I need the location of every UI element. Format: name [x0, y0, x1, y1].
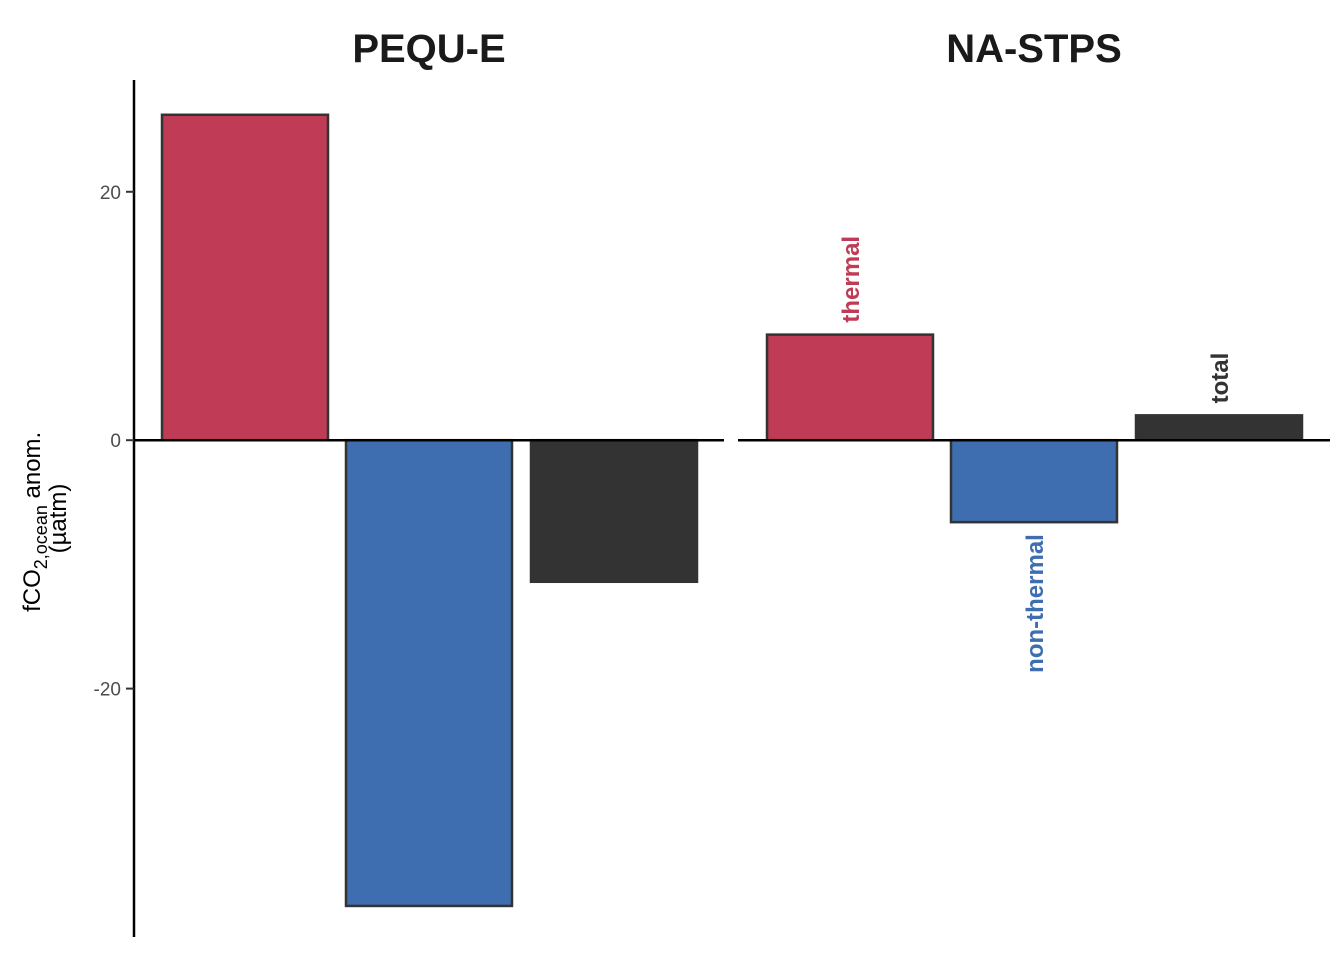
bar-total — [1134, 414, 1304, 442]
panel-pequ-e: PEQU-E — [134, 27, 724, 908]
bar-label-total: total — [1207, 353, 1234, 404]
y-axis: 20 0 -20 — [94, 80, 136, 937]
panel-title: NA-STPS — [946, 27, 1122, 71]
bar-non-thermal — [949, 438, 1119, 524]
y-axis-title-subscript: 2,ocean — [31, 505, 51, 569]
y-axis-title: fCO2,ocean anom. (µatm) — [19, 425, 72, 612]
y-tick-label: -20 — [94, 680, 121, 701]
y-axis-title-suffix: anom. — [19, 432, 46, 505]
y-axis-title-line2: (µatm) — [45, 484, 72, 554]
bar-label-non-thermal: non-thermal — [1022, 534, 1049, 673]
bar-label-thermal: thermal — [838, 236, 865, 323]
y-axis-title-line1: fCO2,ocean anom. — [19, 432, 51, 612]
panel-na-stps: NA-STPS thermal non-thermal total — [738, 27, 1330, 673]
panels: PEQU-E NA-STPS thermal non-thermal total — [134, 27, 1330, 908]
panel-title: PEQU-E — [352, 27, 505, 71]
bar-total — [529, 438, 699, 584]
y-tick-label: 0 — [110, 431, 121, 452]
bar-thermal — [160, 113, 330, 442]
y-axis-title-prefix: fCO — [19, 569, 46, 612]
y-tick-label: 20 — [100, 183, 121, 204]
bar-non-thermal — [344, 438, 514, 908]
bar-thermal — [765, 333, 935, 442]
